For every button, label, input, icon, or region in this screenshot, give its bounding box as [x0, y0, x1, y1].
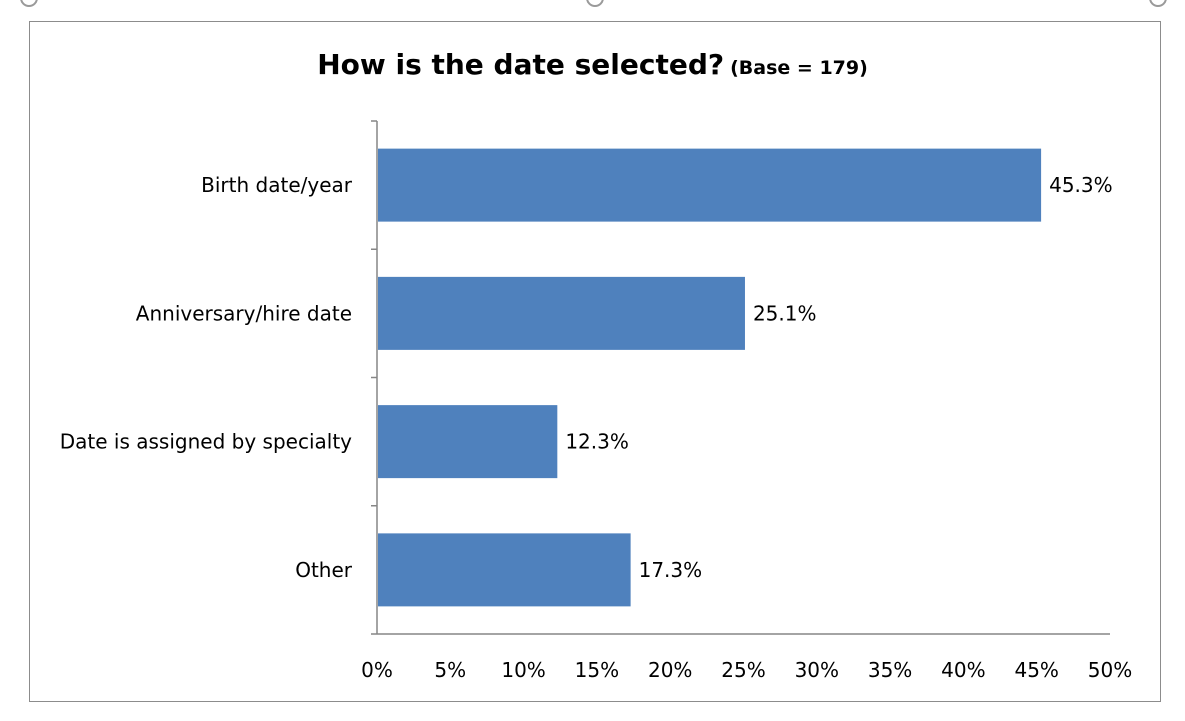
x-tick-label-2: 10% — [501, 658, 545, 682]
category-label-1: Anniversary/hire date — [136, 301, 352, 325]
x-tick-label-9: 45% — [1014, 658, 1058, 682]
bar-1 — [378, 276, 745, 350]
data-label-3: 17.3% — [639, 558, 703, 582]
x-tick-label-1: 5% — [434, 658, 466, 682]
chart-title: How is the date selected? — [317, 48, 725, 81]
x-tick-label-4: 20% — [648, 658, 692, 682]
x-tick-label-6: 30% — [795, 658, 839, 682]
bar-2 — [378, 405, 558, 479]
category-label-2: Date is assigned by specialty — [60, 430, 352, 454]
x-tick-label-3: 15% — [575, 658, 619, 682]
x-tick-label-7: 35% — [868, 658, 912, 682]
x-tick-label-8: 40% — [941, 658, 985, 682]
x-tick-label-10: 50% — [1088, 658, 1132, 682]
category-label-3: Other — [295, 558, 353, 582]
category-label-0: Birth date/year — [201, 173, 353, 197]
bar-0 — [378, 148, 1042, 222]
data-label-1: 25.1% — [753, 301, 817, 325]
chart-subtitle: (Base = 179) — [730, 57, 868, 79]
x-tick-label-5: 25% — [721, 658, 765, 682]
data-label-2: 12.3% — [565, 430, 629, 454]
data-label-0: 45.3% — [1049, 173, 1113, 197]
x-tick-label-0: 0% — [361, 658, 393, 682]
bar-3 — [378, 533, 631, 607]
chart-title-block: How is the date selected? (Base = 179) — [0, 48, 1185, 81]
